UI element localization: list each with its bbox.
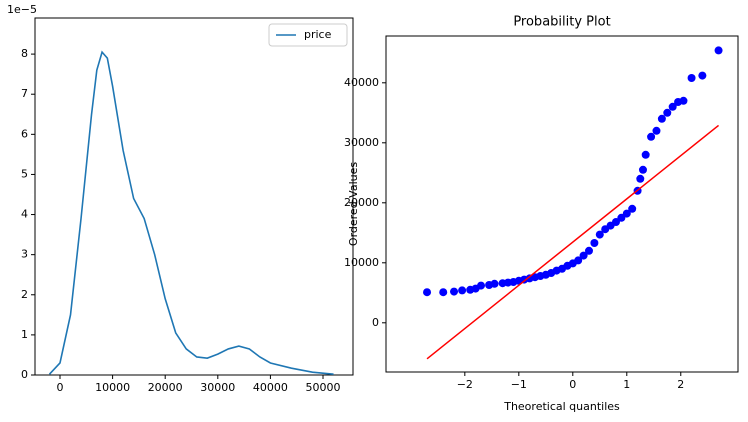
point xyxy=(668,102,677,111)
y-tick-label: 30000 xyxy=(344,136,379,149)
point xyxy=(657,114,666,123)
point xyxy=(714,46,723,55)
point xyxy=(636,174,645,183)
point xyxy=(663,108,672,117)
y-tick-label: 2 xyxy=(21,288,28,301)
point xyxy=(622,209,631,218)
point xyxy=(647,132,656,141)
y-tick-label: 40000 xyxy=(344,76,379,89)
offset-text: 1e−5 xyxy=(7,3,37,16)
point xyxy=(490,279,499,288)
chart-title: Probability Plot xyxy=(513,15,610,30)
x-tick-label: 1 xyxy=(623,378,630,391)
x-tick-label: −2 xyxy=(457,378,473,391)
point xyxy=(579,251,588,260)
point xyxy=(638,165,647,174)
point xyxy=(450,287,459,296)
point xyxy=(698,71,707,80)
x-axis-label: Theoretical quantiles xyxy=(503,400,620,413)
point xyxy=(617,213,626,222)
point xyxy=(423,288,432,297)
point xyxy=(628,204,637,213)
fit-line xyxy=(426,124,720,360)
y-tick-label: 0 xyxy=(372,316,379,329)
y-axis-label: Ordered Values xyxy=(347,162,360,246)
x-tick-label: 0 xyxy=(56,381,63,394)
axes-frame xyxy=(34,17,354,376)
x-tick-label: 2 xyxy=(677,378,684,391)
point xyxy=(611,218,620,226)
point xyxy=(679,96,688,105)
y-tick-label: 1 xyxy=(21,328,28,341)
legend-box xyxy=(268,23,348,47)
axes-frame xyxy=(385,35,739,373)
y-tick-label: 4 xyxy=(21,208,28,221)
point xyxy=(458,286,467,295)
x-tick-label: 50000 xyxy=(306,381,341,394)
y-tick-label: 20000 xyxy=(344,196,379,209)
y-tick-label: 7 xyxy=(21,87,28,100)
x-tick-label: 20000 xyxy=(148,381,183,394)
y-tick-label: 10000 xyxy=(344,256,379,269)
y-tick-label: 5 xyxy=(21,167,28,180)
legend-label: price xyxy=(304,28,332,41)
point xyxy=(641,150,650,159)
y-tick-label: 8 xyxy=(21,47,28,60)
y-tick-label: 3 xyxy=(21,248,28,261)
point xyxy=(595,230,604,239)
kde-line xyxy=(48,50,334,375)
x-tick-label: −1 xyxy=(511,378,527,391)
point xyxy=(687,74,696,82)
y-tick-label: 0 xyxy=(21,368,28,381)
x-tick-label: 30000 xyxy=(200,381,235,394)
point xyxy=(439,288,448,297)
point xyxy=(652,126,661,135)
x-tick-label: 10000 xyxy=(95,381,130,394)
point xyxy=(584,246,593,255)
point xyxy=(574,256,583,265)
point xyxy=(590,239,599,247)
x-tick-label: 0 xyxy=(569,378,576,391)
point xyxy=(477,281,486,290)
x-tick-label: 40000 xyxy=(253,381,288,394)
y-tick-label: 6 xyxy=(21,127,28,140)
